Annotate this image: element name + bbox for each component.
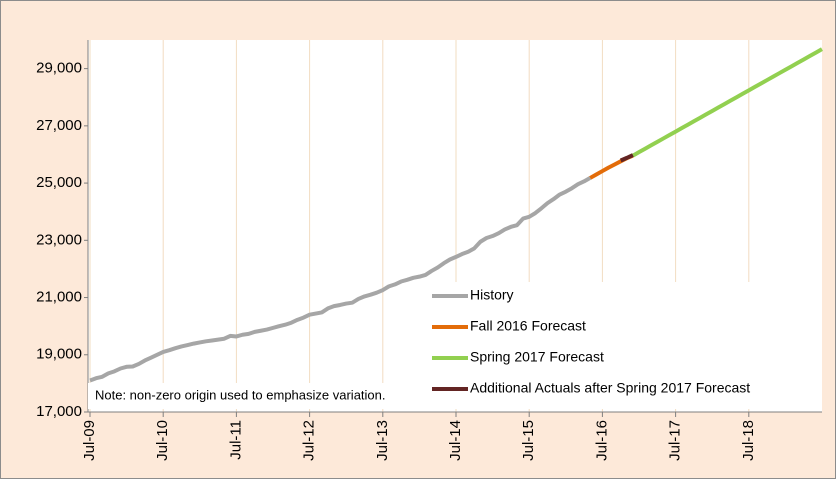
x-tick-label: Jul-11 <box>227 420 244 460</box>
legend: History Fall 2016 Forecast Spring 2017 For… <box>428 282 805 409</box>
series-line <box>619 153 634 163</box>
y-tick-label: 27,000 <box>36 117 82 134</box>
y-tick-label: 17,000 <box>36 403 82 420</box>
y-tick-label: 25,000 <box>36 174 82 191</box>
y-tick-label: 21,000 <box>36 289 82 306</box>
x-tick-label: Jul-15 <box>520 420 537 461</box>
y-tick-label: 23,000 <box>36 231 82 248</box>
y-tick-label: 29,000 <box>36 60 82 77</box>
series-line <box>89 176 592 383</box>
y-tick-label: 19,000 <box>36 346 82 363</box>
x-tick-label: Jul-10 <box>154 420 171 461</box>
legend-label: History <box>470 287 514 303</box>
series-line <box>631 47 823 158</box>
x-tick-label: Jul-13 <box>374 420 391 461</box>
note-box <box>88 383 420 409</box>
x-tick-label: Jul-17 <box>667 420 684 461</box>
annotation: Note: non-zero origin used to emphasize … <box>95 387 386 402</box>
legend-box <box>428 282 805 409</box>
x-tick-label: Jul-14 <box>447 420 464 461</box>
legend-label: Additional Actuals after Spring 2017 For… <box>470 380 750 396</box>
x-tick-label: Jul-18 <box>740 420 757 461</box>
x-tick-label: Jul-16 <box>593 420 610 461</box>
x-tick-label: Jul-12 <box>301 420 318 461</box>
legend-label: Spring 2017 Forecast <box>470 349 604 365</box>
legend-label: Fall 2016 Forecast <box>470 318 586 334</box>
x-tick-label: Jul-09 <box>81 420 98 461</box>
lines <box>89 47 823 383</box>
